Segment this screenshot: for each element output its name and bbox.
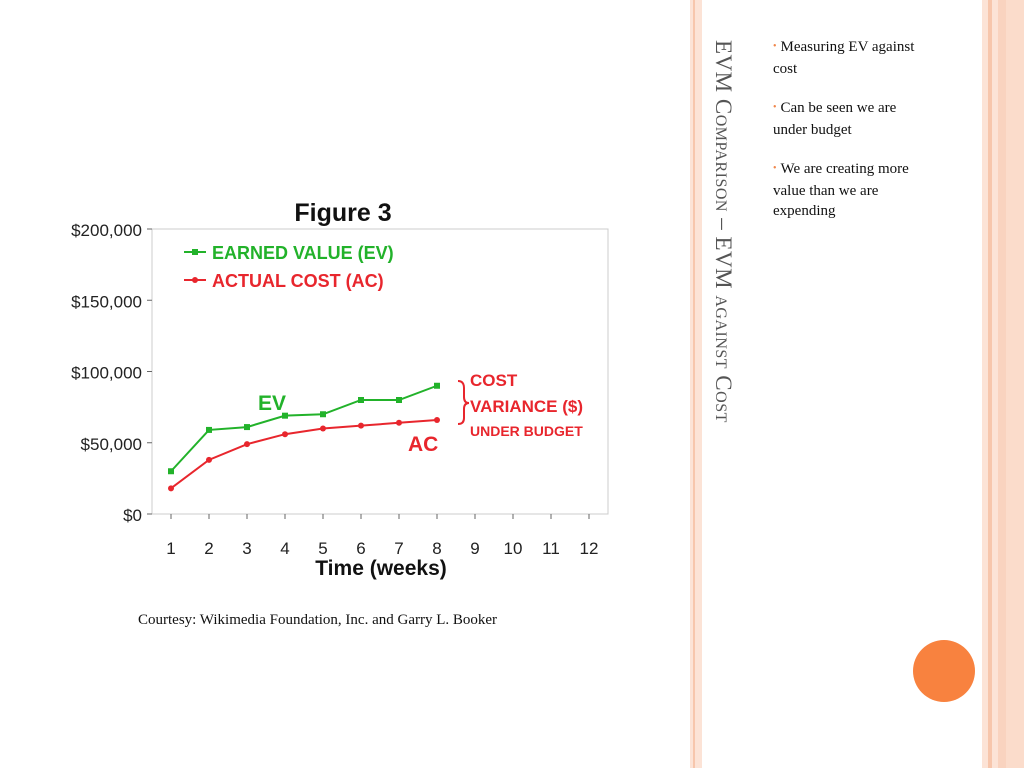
series-layer (168, 382, 440, 492)
x-tick-label: 11 (542, 539, 560, 558)
decorative-stripes (690, 0, 1024, 768)
bullet-text: Measuring EV against cost (773, 39, 915, 77)
ev-data-point (434, 382, 440, 389)
x-tick-label: 2 (204, 539, 213, 558)
y-tick-label: $200,000 (71, 221, 142, 240)
annotation-under-budget: UNDER BUDGET (470, 423, 583, 439)
x-axis-ticks: 1 2 3 4 5 6 7 8 9 10 11 12 (166, 514, 598, 558)
bullet-dot-icon: • (773, 102, 777, 113)
y-tick-label: $100,000 (71, 364, 142, 383)
ac-series-label: AC (408, 433, 438, 456)
image-credit: Courtesy: Wikimedia Foundation, Inc. and… (138, 612, 498, 628)
ev-data-point (168, 468, 174, 475)
ac-data-point (358, 422, 364, 429)
stripe (693, 0, 695, 768)
bullet-text: Can be seen we are under budget (773, 100, 897, 138)
ac-data-point (244, 441, 250, 448)
ac-data-point (206, 456, 212, 463)
ac-data-point (434, 416, 440, 423)
legend-ac-marker (192, 277, 198, 283)
legend-ev-label: EARNED VALUE (EV) (212, 243, 394, 263)
ev-series-label: EV (258, 392, 286, 415)
x-axis-label: Time (weeks) (315, 557, 447, 580)
stripe (690, 0, 702, 768)
x-tick-label: 5 (318, 539, 327, 558)
plot-area (151, 228, 609, 515)
evm-chart: Figure 3 $0 $50,000 $100,000 $150,000 $200,0… (71, 199, 609, 580)
y-axis-ticks: $0 $50,000 $100,000 $150,000 $200,000 (71, 221, 152, 525)
decorative-circle (913, 640, 975, 702)
ac-data-point (396, 419, 402, 426)
stripe (988, 0, 992, 768)
ac-data-point (282, 431, 288, 438)
ev-data-point (244, 424, 250, 431)
ev-data-point (320, 411, 326, 418)
stripe (982, 0, 988, 768)
annotation-cost: COST (470, 371, 518, 390)
slide-title: EVM Comparison – EVM against Cost (711, 40, 736, 423)
annotation-variance: VARIANCE ($) (470, 397, 583, 416)
bullet-dot-icon: • (773, 41, 777, 52)
y-tick-label: $150,000 (71, 292, 142, 311)
x-tick-label: 7 (394, 539, 403, 558)
x-tick-label: 4 (280, 539, 289, 558)
x-tick-label: 3 (242, 539, 251, 558)
variance-brace (457, 380, 470, 425)
ac-data-point (320, 425, 326, 432)
bullet-text: We are creating more value than we are e… (773, 161, 909, 219)
slide-title-container: EVM Comparison – EVM against Cost (706, 40, 740, 600)
chart-title: Figure 3 (294, 199, 391, 227)
x-tick-label: 9 (470, 539, 479, 558)
ev-data-point (206, 426, 212, 433)
ev-data-point (396, 397, 402, 403)
legend-ev-marker (192, 249, 198, 255)
bullet-item: • Measuring EV against cost (773, 37, 923, 79)
stripe (998, 0, 1006, 768)
bullet-dot-icon: • (773, 163, 777, 174)
x-tick-label: 10 (504, 539, 523, 558)
x-tick-label: 6 (356, 539, 365, 558)
x-tick-label: 12 (580, 539, 599, 558)
legend-ac-label: ACTUAL COST (AC) (212, 271, 384, 291)
y-tick-label: $50,000 (81, 435, 142, 454)
stripe (1006, 0, 1024, 768)
bullet-item: • Can be seen we are under budget (773, 98, 923, 140)
x-tick-label: 1 (166, 539, 175, 558)
series-line-ev (170, 384, 438, 472)
bullet-item: • We are creating more value than we are … (773, 159, 923, 221)
stripe (992, 0, 998, 768)
legend: EARNED VALUE (EV) ACTUAL COST (AC) (184, 243, 394, 291)
y-tick-label: $0 (123, 506, 142, 525)
series-line-ac (170, 418, 438, 490)
ev-data-point (358, 397, 364, 403)
x-tick-label: 8 (432, 539, 441, 558)
bullet-list: • Measuring EV against cost • Can be seen … (773, 37, 923, 240)
ev-data-point (282, 412, 288, 419)
ac-data-point (168, 485, 174, 492)
